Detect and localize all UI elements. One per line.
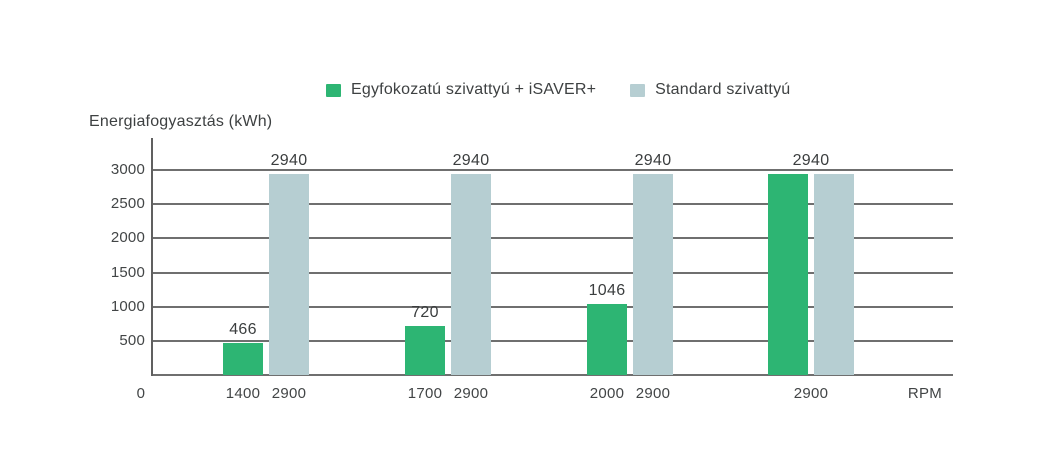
gridline-2000	[152, 237, 953, 240]
bar-group3-standard	[633, 174, 673, 375]
x-tick-label-1400-g1: 1400	[225, 385, 261, 402]
bar-group1-standard	[269, 174, 309, 375]
x-tick-label-2900-g3: 2900	[635, 385, 671, 402]
bar-group3-isaver	[587, 303, 627, 375]
legend-swatch-green	[326, 83, 341, 97]
y-tick-label-1000: 1000	[110, 297, 145, 315]
value-label-1046: 1046	[588, 281, 626, 299]
gridline-0	[152, 374, 953, 376]
legend-swatch-gray	[630, 83, 646, 97]
gridline-1500	[152, 271, 953, 274]
bar-group1-isaver	[223, 343, 263, 375]
bar-group2-standard	[451, 174, 491, 375]
chart-legend: Egyfokozatú szivattyú + iSAVER+ Standard…	[326, 81, 790, 99]
x-tick-label-origin: 0	[136, 385, 146, 402]
legend-item-standard: Standard szivattyú	[630, 81, 790, 99]
x-tick-label-2000-g3: 2000	[589, 385, 625, 402]
bar-group2-isaver	[405, 325, 445, 375]
y-tick-label-500: 500	[119, 331, 145, 349]
legend-label-standard: Standard szivattyú	[655, 81, 791, 98]
x-tick-label-shared-2900: 2900	[793, 385, 829, 402]
x-tick-label-2900-g2: 2900	[453, 385, 489, 402]
x-tick-label-2900-g1: 2900	[271, 385, 307, 402]
y-tick-label-2500: 2500	[110, 195, 145, 213]
y-axis-title: Energiafogyasztás (kWh)	[89, 113, 273, 130]
value-label-2940: 2940	[634, 152, 672, 170]
value-label-720: 720	[411, 303, 439, 321]
y-tick-label-1500: 1500	[110, 263, 145, 281]
value-label-shared-2940: 2940	[792, 152, 830, 170]
x-tick-label-1700-g2: 1700	[407, 385, 443, 402]
y-tick-label-2000: 2000	[110, 229, 145, 247]
y-axis-line	[151, 138, 153, 376]
gridline-3000	[152, 169, 953, 171]
y-tick-label-3000: 3000	[110, 161, 145, 178]
gridline-2500	[152, 203, 953, 206]
x-axis-unit-label: RPM	[907, 385, 943, 402]
value-label-2940: 2940	[452, 152, 490, 170]
legend-item-isaver: Egyfokozatú szivattyú + iSAVER+	[326, 81, 596, 99]
legend-label-isaver: Egyfokozatú szivattyú + iSAVER+	[351, 81, 597, 98]
bar-group4-standard	[814, 174, 854, 375]
value-label-466: 466	[229, 321, 257, 339]
value-label-2940: 2940	[270, 152, 308, 170]
gridline-1000	[152, 305, 953, 308]
gridline-500	[152, 339, 953, 342]
bar-group4-isaver	[768, 174, 808, 375]
